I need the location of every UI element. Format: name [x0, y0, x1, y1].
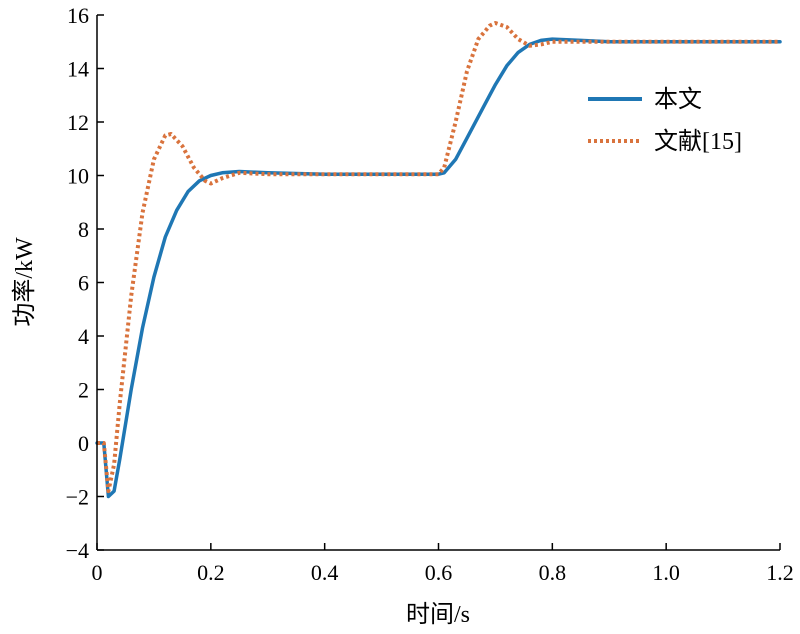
y-tick-label: 2: [78, 378, 89, 403]
y-tick-label: 16: [67, 3, 89, 28]
y-tick-label: 10: [67, 164, 89, 189]
x-tick-label: 0.6: [425, 560, 453, 585]
x-tick-label: 1.0: [652, 560, 680, 585]
x-tick-label: 0: [92, 560, 103, 585]
x-tick-label: 0.4: [311, 560, 339, 585]
y-tick-label: −4: [66, 538, 89, 563]
y-tick-label: 6: [78, 271, 89, 296]
plot-area: [97, 15, 780, 550]
y-tick-label: 8: [78, 217, 89, 242]
y-axis-title: 功率/kW: [11, 237, 38, 327]
y-tick-label: 12: [67, 110, 89, 135]
legend-label-series-2: 文献[15]: [654, 128, 742, 155]
y-tick-label: 4: [78, 324, 89, 349]
y-tick-label: 14: [67, 57, 89, 82]
x-axis-title: 时间/s: [406, 601, 470, 628]
legend: 本文 文献[15]: [588, 86, 742, 155]
x-tick-label: 0.2: [197, 560, 225, 585]
y-tick-label: −2: [66, 485, 89, 510]
x-tick-label: 0.8: [539, 560, 567, 585]
x-tick-label: 1.2: [766, 560, 794, 585]
y-tick-label: 0: [78, 431, 89, 456]
series-line-2: [97, 21, 780, 494]
legend-label-series-1: 本文: [654, 86, 702, 113]
